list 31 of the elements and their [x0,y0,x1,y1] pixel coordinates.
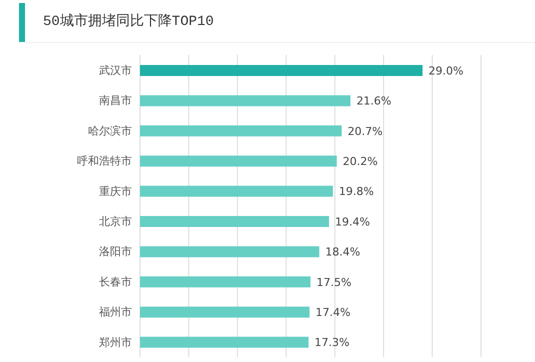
bar [140,186,333,197]
y-tick-label: 南昌市 [99,94,132,108]
bar [140,95,350,106]
bar [140,125,342,136]
y-tick-label: 福州市 [99,306,132,319]
y-tick-label: 重庆市 [99,184,132,198]
data-label: 17.4% [316,306,350,320]
data-label: 19.8% [338,185,374,198]
bar [140,336,309,348]
y-tick-label: 洛阳市 [99,245,132,258]
data-label: 20.2% [342,155,378,168]
data-label: 29.0% [428,64,464,78]
bar [140,276,310,288]
bar [140,156,337,167]
bar [140,216,330,227]
bar [140,306,310,318]
y-tick-label: 长春市 [99,275,132,288]
y-tick-label: 北京市 [99,215,132,228]
y-tick-label: 哈尔滨市 [88,124,132,138]
y-tick-label: 呼和浩特市 [77,154,132,168]
data-label: 18.4% [325,246,360,259]
chart-title: 50城市拥堵同比下降TOP10 [43,12,214,30]
bar [140,65,423,76]
data-label: 19.4% [335,215,370,228]
data-label: 21.6% [356,94,392,108]
data-label: 20.7% [348,124,383,138]
data-label: 17.3% [314,336,350,350]
y-tick-label: 武汉市 [99,64,132,78]
y-tick-label: 郑州市 [99,336,132,349]
bar [140,246,320,258]
data-label: 17.5% [316,276,352,289]
